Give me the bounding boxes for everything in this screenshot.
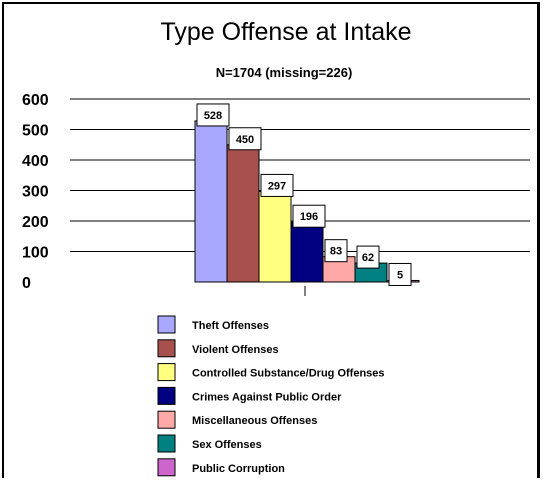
chart-title: Type Offense at Intake [160, 18, 411, 46]
y-tick-label: 500 [22, 123, 49, 140]
legend-item-3: Controlled Substance/Drug Offenses [157, 363, 385, 382]
data-label-value: 528 [204, 110, 222, 122]
legend-swatch [157, 363, 176, 382]
legend-swatch [157, 458, 176, 477]
data-label-value: 5 [397, 269, 403, 281]
data-label-6: 62 [356, 245, 380, 269]
legend-label: Miscellaneous Offenses [192, 415, 317, 427]
legend-label: Sex Offenses [192, 439, 262, 451]
bar-1 [194, 120, 228, 283]
data-label-2: 450 [228, 127, 262, 151]
legend-swatch [157, 434, 176, 453]
data-label-3: 297 [260, 173, 294, 197]
chart-frame [2, 2, 540, 478]
legend-item-7: Public Corruption [157, 458, 285, 477]
legend-swatch [157, 410, 176, 429]
data-label-box [388, 262, 412, 286]
legend: Theft Offenses Violent Offenses Controlled… [157, 315, 385, 477]
legend-item-1: Theft Offenses [157, 315, 269, 334]
legend-label: Theft Offenses [192, 320, 269, 332]
data-label-box [324, 239, 348, 263]
data-label-7: 5 [388, 262, 412, 286]
chart-subtitle: N=1704 (missing=226) [216, 65, 353, 80]
bar-2 [226, 144, 260, 283]
legend-label: Controlled Substance/Drug Offenses [192, 368, 385, 380]
legend-swatch [157, 386, 176, 405]
data-label-box [260, 173, 294, 197]
bar-4 [290, 221, 324, 283]
legend-item-5: Miscellaneous Offenses [157, 410, 317, 429]
legend-item-6: Sex Offenses [157, 434, 262, 453]
y-tick-label: 600 [22, 92, 49, 109]
legend-item-4: Crimes Against Public Order [157, 386, 342, 405]
data-label-box [228, 127, 262, 151]
data-label-5: 83 [324, 239, 348, 263]
bar-3 [258, 190, 292, 283]
data-label-value: 450 [236, 134, 254, 146]
data-label-value: 297 [268, 180, 286, 192]
data-label-4: 196 [292, 204, 326, 228]
legend-label: Public Corruption [192, 463, 285, 475]
y-tick-label: 200 [22, 214, 49, 231]
data-label-value: 196 [300, 211, 318, 223]
y-tick-label: 0 [22, 275, 31, 292]
data-label-box [292, 204, 326, 228]
data-labels: 528 450 297 196 83 62 5 [196, 103, 412, 286]
legend-item-2: Violent Offenses [157, 339, 279, 358]
legend-label: Crimes Against Public Order [192, 391, 342, 403]
y-tick-label: 300 [22, 184, 49, 201]
data-label-box [196, 103, 230, 127]
legend-swatch [157, 339, 176, 358]
data-label-1: 528 [196, 103, 230, 127]
legend-swatch [157, 315, 176, 334]
data-label-value: 62 [362, 252, 374, 264]
y-tick-label: 400 [22, 153, 49, 170]
y-axis-ticks: 0 100 200 300 400 500 600 [22, 92, 49, 292]
y-tick-label: 100 [22, 245, 49, 262]
legend-label: Violent Offenses [192, 344, 279, 356]
data-label-value: 83 [330, 246, 342, 258]
data-label-box [356, 245, 380, 269]
